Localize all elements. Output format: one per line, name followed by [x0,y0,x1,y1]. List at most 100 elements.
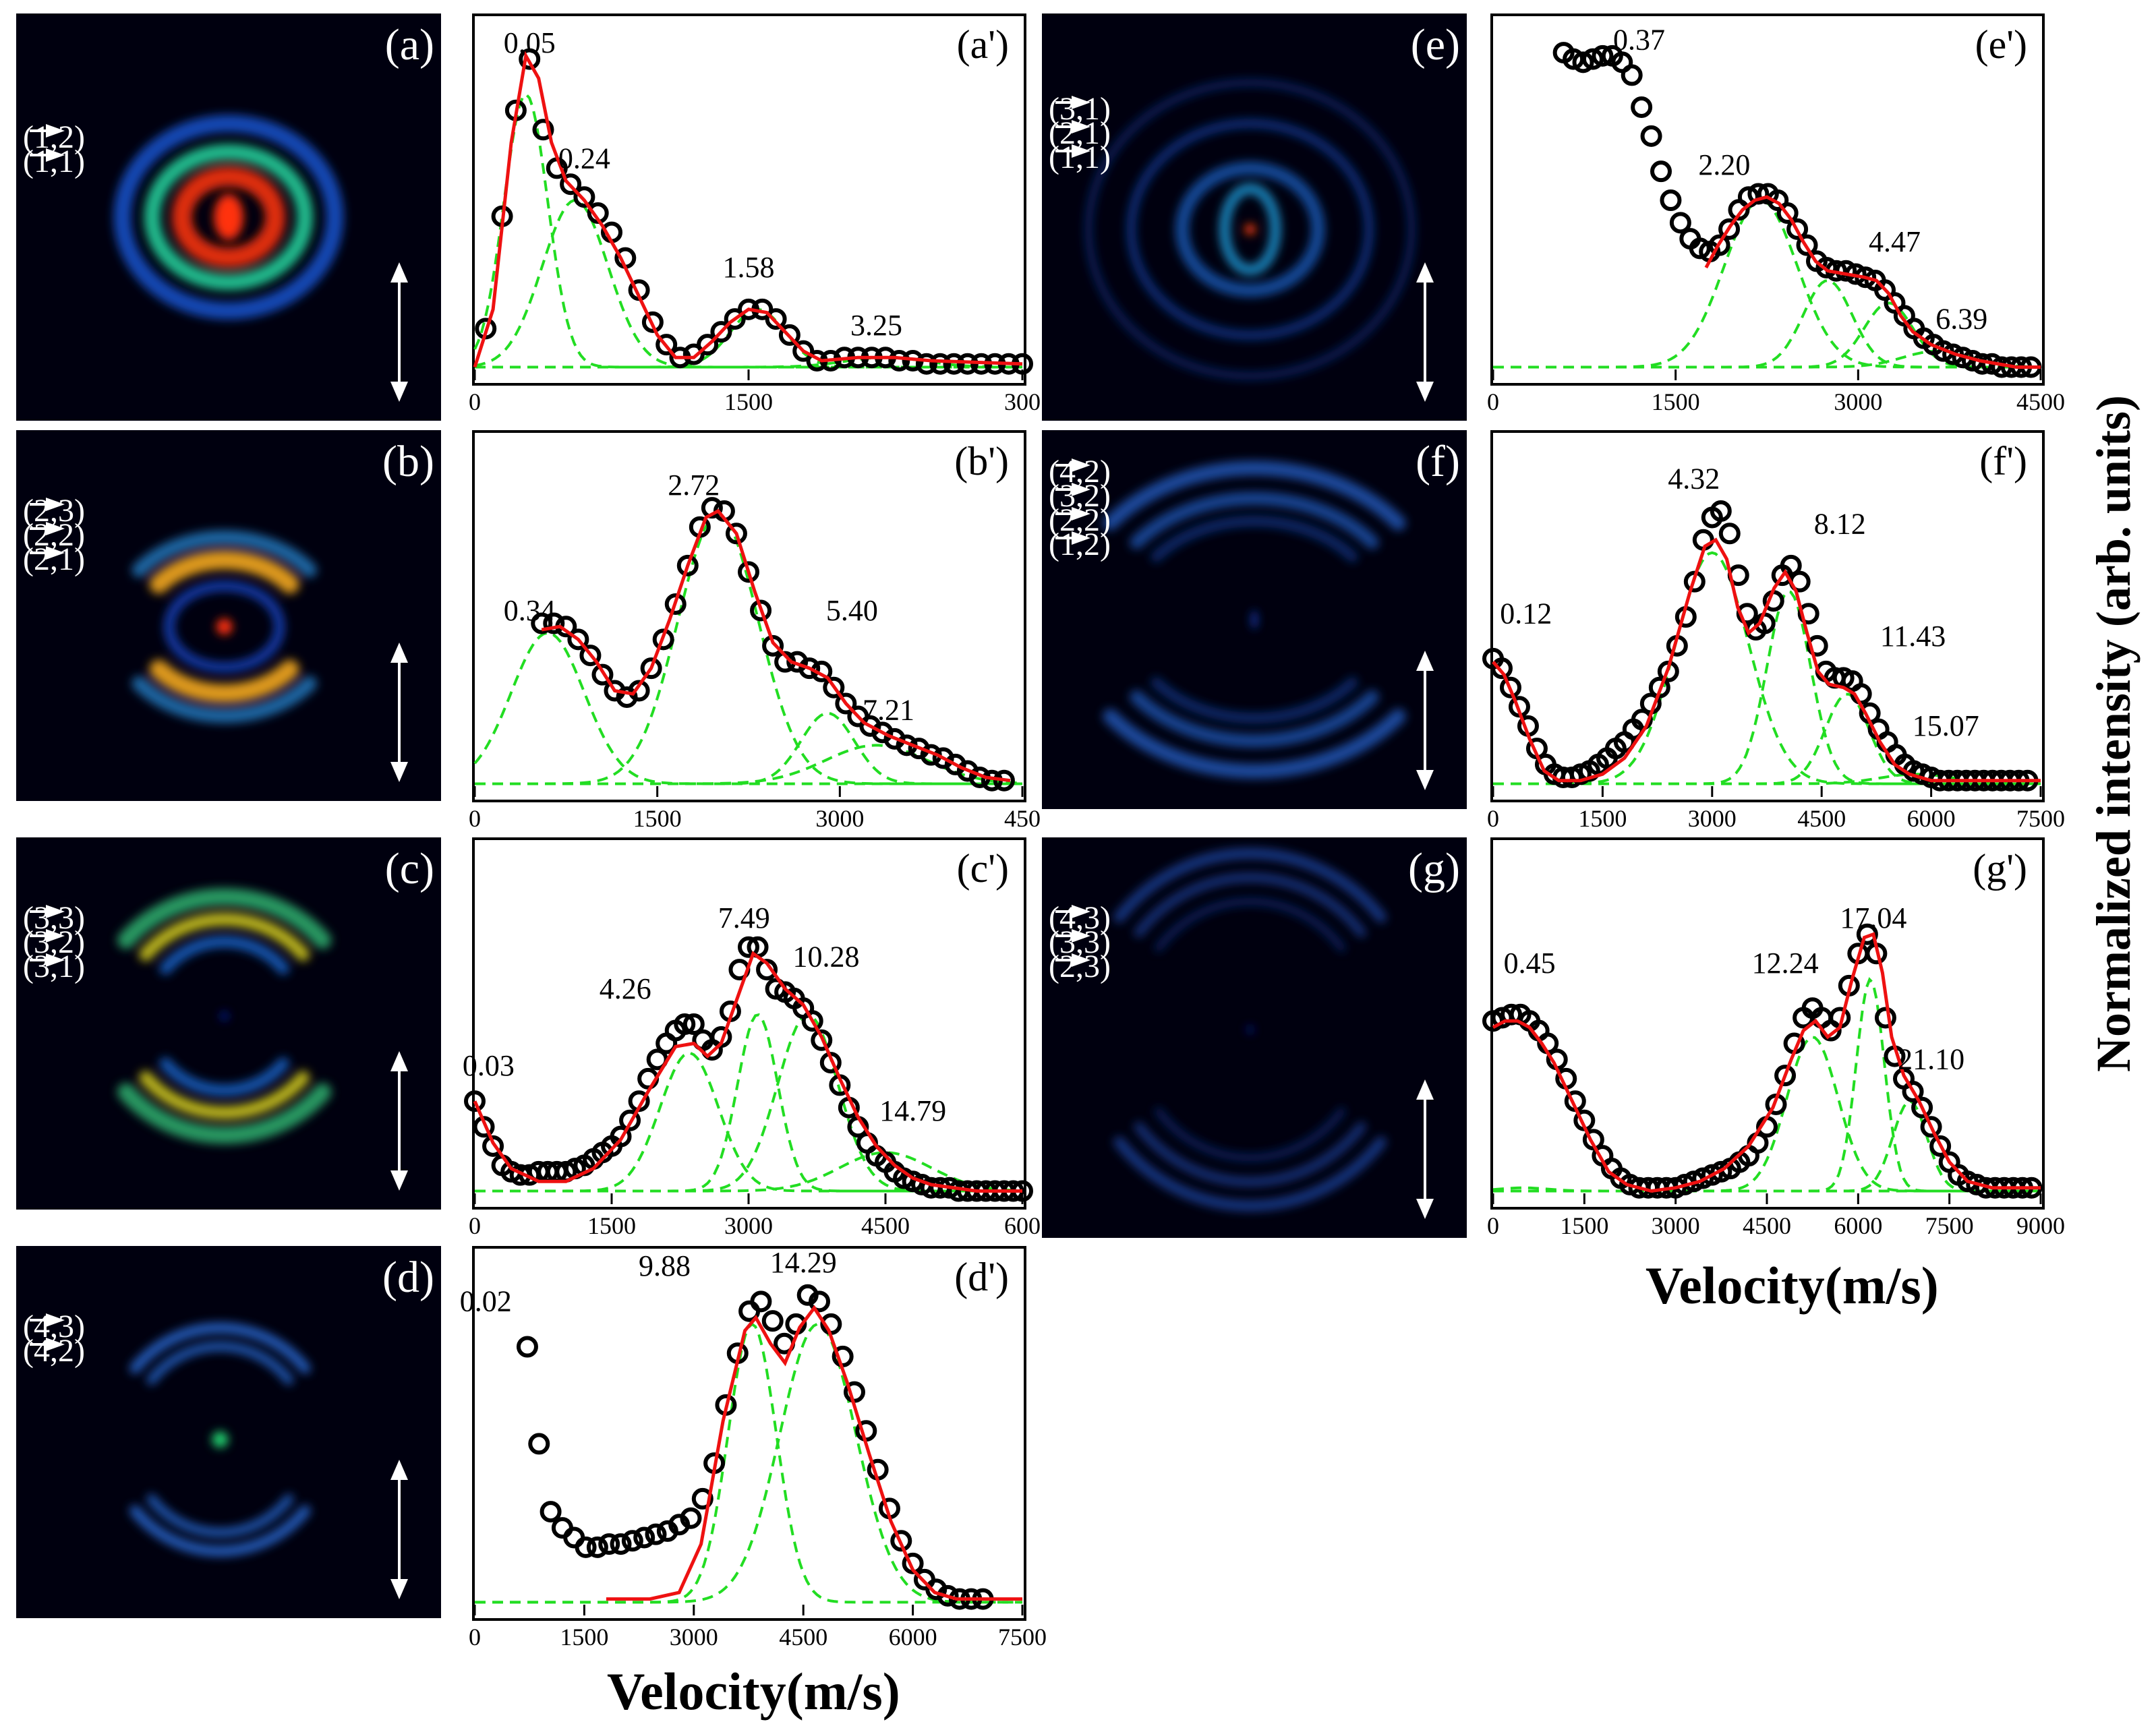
data-point [762,634,784,657]
level-arrow-label: (2,3) [1049,949,1111,984]
polarization-arrow-icon [1416,262,1434,402]
ring-pattern [113,115,344,320]
data-point [1572,51,1594,73]
data-point [674,1013,696,1035]
center-spot [1252,610,1257,629]
plot-svg: 0 1500 3000 4500 0.37 2.20 4.47 6.39 (e') [1487,22,2065,415]
fit-component-curve [1492,1186,2041,1193]
x-axis-title-left: Velocity(m/s) [607,1662,900,1721]
data-point [610,1125,632,1148]
x-tick-label: 450 [1004,805,1041,832]
data-point [531,612,553,634]
peak-annotation: 5.40 [826,594,878,627]
detector-image-b [132,530,408,782]
plot-panel-label: (f') [1979,439,2027,483]
right-arrow-icon [1055,458,1090,472]
data-point [792,340,815,362]
data-point [1774,1065,1797,1087]
total-fit-curve [606,1305,1022,1601]
ring-arc [1130,690,1379,748]
x-tick-label: 7500 [1925,1212,1974,1239]
ring-arc [139,1071,310,1120]
image-panel-a: (a) (1,2) (1,1) [16,13,441,421]
plot-panel-d-prime: 0 1500 3000 4500 6000 7500 0.02 9.88 14.29 (d') [460,1246,1047,1651]
fit-component-curve [475,1322,1022,1604]
peak-annotation: 10.28 [793,940,860,973]
peak-annotation: 4.32 [1668,463,1720,496]
center-spot [1246,1026,1254,1034]
right-arrow-icon [1055,953,1090,967]
data-point [1747,183,1770,205]
level-arrow-label: (1,1) [23,144,85,179]
right-arrow-icon [1055,531,1090,545]
x-tick-label: 3000 [1834,388,1882,415]
peak-annotation: 0.05 [504,26,556,59]
peak-annotation: 0.03 [463,1049,515,1082]
peak-annotation: 7.49 [718,901,770,934]
level-arrow-label: (1,2) [23,119,85,155]
fit-component-curve [474,199,1022,369]
data-point [1776,202,1799,225]
data-point [801,1010,823,1032]
data-point [888,349,910,371]
level-arrow-label: (3,1) [23,949,85,984]
plot-panel-label: (g') [1973,846,2027,891]
image-panel-c: (c) (3,3) (3,2) (3,1) [16,837,441,1210]
x-tick-label: 7500 [998,1624,1047,1651]
x-tick-label: 3000 [670,1624,718,1651]
x-tick-label: 1500 [1652,388,1700,415]
fit-component-curve [1493,590,2041,785]
data-point [591,663,614,686]
data-point [682,343,705,365]
fit-component-curve [1493,199,2041,369]
detector-image-c [117,888,408,1191]
ring-arc [1103,460,1406,531]
data-point [811,1029,833,1051]
data-point [1499,676,1521,698]
x-tick-label: 1500 [560,1624,608,1651]
peak-annotation: 4.26 [600,972,651,1005]
x-tick-label: 1500 [633,805,682,832]
level-arrow-label: (1,1) [1049,140,1111,175]
fit-component-curve [475,1322,1022,1604]
ring-arc [1130,492,1379,549]
ring-arc [1134,872,1366,938]
x-tick-label: 3000 [1688,805,1737,832]
data-point [598,1533,620,1555]
level-arrow-label: (2,1) [1049,115,1111,151]
fit-component-curve [475,1151,1023,1193]
data-point [835,692,857,715]
total-fit-curve [1492,932,2041,1193]
data-point [1669,212,1691,234]
data-point [738,936,759,958]
polarization-arrow-icon [1416,651,1434,790]
data-point [1780,554,1802,576]
data-point [798,657,821,680]
ring-arc [139,912,310,961]
peak-annotation: 12.24 [1752,947,1819,980]
peak-annotation: 2.20 [1698,148,1750,181]
level-arrow-label: (2,1) [23,541,85,577]
ring-arc [159,1057,290,1097]
x-tick-label: 1500 [724,388,773,415]
x-tick-label: 0 [1487,805,1499,832]
ring [1175,161,1325,297]
ring-arc [149,659,299,703]
level-arrow-label: (3,3) [1049,924,1111,960]
data-point [532,119,554,141]
detector-image-g [1113,848,1434,1219]
level-arrow-label: (3,1) [1049,91,1111,127]
plot-panel-e-prime: 0 1500 3000 4500 0.37 2.20 4.47 6.39 (e') [1487,13,2065,415]
data-point [567,628,589,651]
data-point [1708,234,1730,256]
right-arrow-icon [30,929,65,943]
data-point [943,353,965,375]
ring-arc [1154,1107,1346,1162]
data-point [1631,709,1653,731]
ring-arc [1154,897,1346,952]
data-point [1920,1116,1942,1138]
data-point [1650,160,1672,183]
data-point [645,1523,667,1545]
plot-panel-c-prime: 0 1500 3000 4500 600 0.03 4.26 7.49 10.28 14.79 (c… [463,837,1041,1239]
data-point [710,321,732,343]
